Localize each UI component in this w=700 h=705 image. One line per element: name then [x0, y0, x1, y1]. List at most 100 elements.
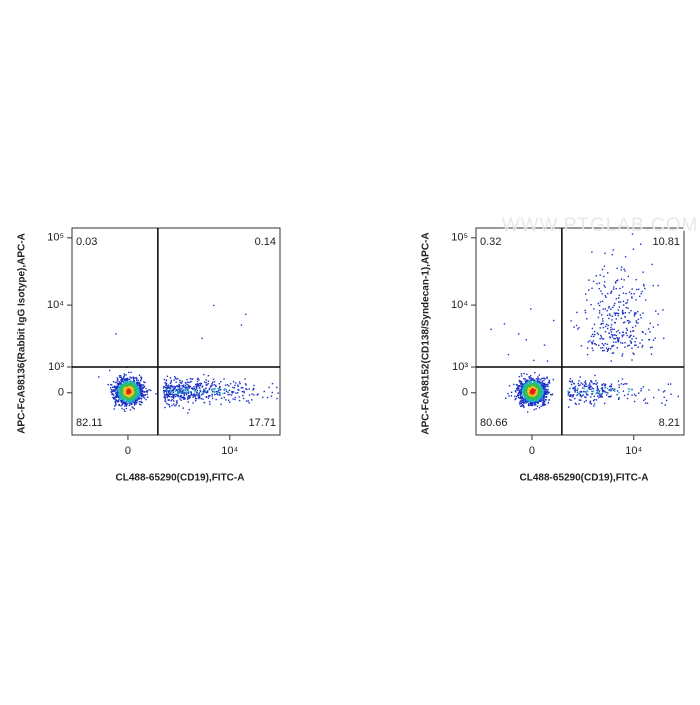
event-dot: [530, 380, 532, 383]
event-dot: [591, 342, 594, 344]
event-dot: [252, 387, 255, 390]
event-dot: [166, 396, 168, 399]
event-dot: [232, 386, 234, 389]
event-dot: [164, 398, 166, 400]
event-dot: [131, 403, 133, 405]
event-dot: [134, 397, 136, 399]
event-dot: [542, 393, 545, 395]
event-dot: [199, 384, 202, 387]
event-dot: [195, 393, 197, 396]
event-dot: [111, 393, 114, 396]
event-dot: [637, 318, 640, 321]
event-dot: [536, 394, 539, 396]
event-dot: [621, 286, 624, 288]
event-dot: [532, 396, 535, 398]
event-dot: [531, 386, 533, 389]
event-dot: [623, 268, 625, 270]
event-dot: [225, 399, 227, 401]
event-dot: [524, 393, 526, 395]
event-dot: [527, 403, 530, 406]
event-dot: [123, 391, 125, 393]
y-tick-label: 10⁴: [451, 299, 468, 311]
event-dot: [218, 388, 220, 390]
event-dot: [642, 312, 644, 314]
event-dot: [123, 383, 125, 386]
event-dot: [172, 389, 175, 391]
event-dot: [588, 387, 591, 389]
event-dot: [624, 346, 626, 348]
event-dot: [570, 320, 572, 322]
event-dot: [164, 406, 166, 409]
event-dot: [115, 399, 117, 402]
event-dot: [617, 339, 620, 341]
event-dot: [190, 393, 193, 395]
event-dot: [611, 334, 614, 336]
event-dot: [569, 398, 571, 401]
event-dot: [181, 390, 183, 392]
event-dot: [135, 386, 137, 388]
event-dot: [586, 318, 588, 320]
event-dot: [520, 382, 523, 384]
event-dot: [140, 401, 143, 404]
event-dot: [178, 405, 180, 407]
event-dot: [165, 384, 167, 386]
event-dot: [610, 331, 613, 333]
event-dot: [583, 385, 586, 388]
event-dot: [190, 391, 193, 393]
event-dot: [622, 309, 624, 312]
event-dot: [632, 326, 634, 329]
event-dot: [135, 391, 138, 394]
event-dot: [133, 398, 135, 401]
event-dot: [586, 389, 588, 392]
event-dot: [125, 387, 128, 390]
event-dot: [532, 398, 534, 400]
event-dot: [127, 401, 129, 403]
event-dot: [606, 350, 609, 352]
event-dot: [120, 393, 123, 395]
event-dot: [146, 391, 148, 393]
event-dot: [138, 392, 140, 394]
event-dot: [174, 395, 176, 398]
event-dot: [626, 397, 629, 400]
event-dot: [166, 375, 169, 377]
event-dot: [173, 379, 175, 381]
event-dot: [163, 389, 165, 392]
event-dot: [585, 396, 587, 399]
event-dot: [215, 398, 217, 401]
event-dot: [123, 379, 125, 381]
event-dot: [599, 274, 601, 276]
event-dot: [616, 312, 618, 315]
event-dot: [169, 382, 172, 385]
event-dot: [626, 329, 628, 331]
event-dot: [541, 381, 543, 384]
event-dot: [545, 383, 547, 386]
event-dot: [622, 313, 624, 315]
event-dot: [610, 390, 612, 392]
event-dot: [186, 389, 188, 391]
event-dot: [110, 388, 113, 391]
x-tick-label: 10⁴: [625, 445, 642, 457]
event-dot: [545, 395, 548, 398]
event-dot: [608, 313, 611, 315]
event-dot: [530, 397, 533, 399]
event-dot: [520, 405, 523, 407]
event-dot: [596, 282, 598, 285]
event-dot: [129, 382, 132, 384]
event-dot: [166, 395, 169, 397]
watermark: WWW.PTGLAB.COM: [502, 215, 699, 236]
event-dot: [617, 329, 619, 332]
event-dot: [170, 396, 173, 398]
event-dot: [245, 400, 248, 402]
event-dot: [112, 393, 114, 395]
event-dot: [165, 390, 168, 393]
event-dot: [542, 384, 545, 386]
event-dot: [124, 402, 127, 405]
event-dot: [602, 322, 604, 325]
event-dot: [187, 397, 189, 400]
event-dot: [117, 401, 119, 403]
event-dot: [595, 392, 597, 395]
event-dot: [123, 393, 126, 396]
event-dot: [635, 288, 638, 291]
event-dot: [540, 377, 543, 380]
event-dot: [514, 398, 516, 401]
